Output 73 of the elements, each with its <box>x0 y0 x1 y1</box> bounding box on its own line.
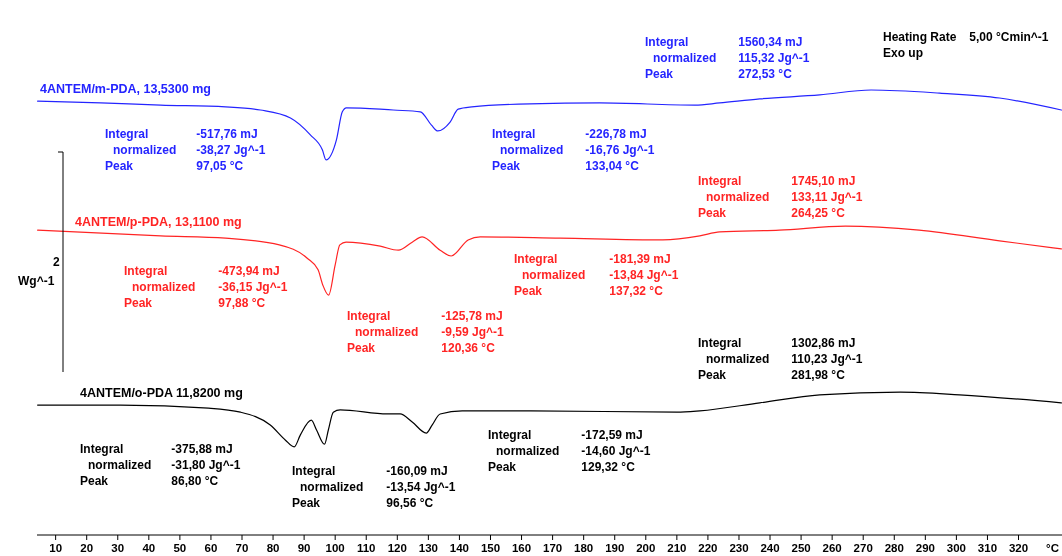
text: normalized 133,11 Jg^-1 <box>706 190 863 204</box>
text: Peak 97,05 °C <box>105 159 244 173</box>
x-tick-label: 130 <box>418 542 438 554</box>
text: Peak 97,88 °C <box>124 296 266 310</box>
annotation: 2 <box>53 255 60 269</box>
text: Exo up <box>883 46 924 60</box>
x-tick-label: 70 <box>235 542 249 554</box>
x-axis-title: °C <box>1046 542 1059 554</box>
text: Integral 1560,34 mJ <box>645 35 803 49</box>
x-tick-label: 140 <box>449 542 470 554</box>
x-tick-label: 150 <box>480 542 501 554</box>
x-tick-label: 20 <box>80 542 94 554</box>
text: Integral -226,78 mJ <box>492 127 647 141</box>
text: Integral -473,94 mJ <box>124 264 280 278</box>
x-tick-label: 300 <box>946 542 966 554</box>
text: normalized -31,80 Jg^-1 <box>88 458 241 472</box>
text: Peak 120,36 °C <box>347 341 495 355</box>
text: Peak 272,53 °C <box>645 67 792 81</box>
x-tick-label: 110 <box>356 542 376 554</box>
x-tick-label: 100 <box>325 542 345 554</box>
series-label: 4ANTEM/m-PDA, 13,5300 mg <box>40 82 211 96</box>
text: normalized 115,32 Jg^-1 <box>653 51 810 65</box>
x-tick-label: 120 <box>387 542 407 554</box>
text: Integral 1302,86 mJ <box>698 336 856 350</box>
annotation: Wg^-1 <box>18 274 55 288</box>
series-label: 4ANTEM/p-PDA, 13,1100 mg <box>75 215 242 229</box>
text: Peak 86,80 °C <box>80 474 219 488</box>
text: normalized -9,59 Jg^-1 <box>355 325 504 339</box>
x-tick-label: 30 <box>111 542 125 554</box>
x-tick-label: 180 <box>574 542 594 554</box>
x-tick-label: 270 <box>853 542 873 554</box>
text: Integral -375,88 mJ <box>80 442 233 456</box>
x-tick-label: 40 <box>142 542 156 554</box>
text: Peak 137,32 °C <box>514 284 663 298</box>
text: Peak 264,25 °C <box>698 206 845 220</box>
text: Peak 281,98 °C <box>698 368 845 382</box>
text: Integral -181,39 mJ <box>514 252 671 266</box>
x-tick-label: 290 <box>915 542 935 554</box>
text: normalized -16,76 Jg^-1 <box>500 143 655 157</box>
text: Integral -160,09 mJ <box>292 464 448 478</box>
x-tick-label: 80 <box>266 542 280 554</box>
text: Integral 1745,10 mJ <box>698 174 856 188</box>
text: normalized -38,27 Jg^-1 <box>113 143 266 157</box>
text: Peak 129,32 °C <box>488 460 635 474</box>
x-tick-label: 320 <box>1008 542 1029 554</box>
x-tick-label: 190 <box>605 542 625 554</box>
text: normalized -13,54 Jg^-1 <box>300 480 456 494</box>
x-tick-label: 210 <box>667 542 687 554</box>
text: normalized 110,23 Jg^-1 <box>706 352 863 366</box>
x-tick-label: 160 <box>511 542 532 554</box>
x-tick-label: 250 <box>791 542 811 554</box>
x-tick-label: 310 <box>977 542 998 554</box>
text: Peak 133,04 °C <box>492 159 639 173</box>
x-tick-label: 90 <box>297 542 311 554</box>
text: Integral -125,78 mJ <box>347 309 503 323</box>
text: normalized -36,15 Jg^-1 <box>132 280 288 294</box>
x-tick-label: 10 <box>49 542 63 554</box>
x-tick-label: 200 <box>636 542 656 554</box>
x-tick-label: 240 <box>760 542 780 554</box>
series-label: 4ANTEM/o-PDA 11,8200 mg <box>80 386 243 400</box>
text: Peak 96,56 °C <box>292 496 434 510</box>
text: normalized -13,84 Jg^-1 <box>522 268 679 282</box>
text: normalized -14,60 Jg^-1 <box>496 444 651 458</box>
x-tick-label: 260 <box>822 542 842 554</box>
text: Integral -172,59 mJ <box>488 428 643 442</box>
x-tick-label: 280 <box>884 542 904 554</box>
x-tick-label: 170 <box>543 542 563 554</box>
text: Heating Rate 5,00 °Cmin^-1 <box>883 30 1049 44</box>
x-tick-label: 60 <box>204 542 218 554</box>
x-tick-label: 50 <box>173 542 187 554</box>
x-tick-label: 230 <box>729 542 749 554</box>
x-tick-label: 220 <box>698 542 718 554</box>
text: Integral -517,76 mJ <box>105 127 258 141</box>
